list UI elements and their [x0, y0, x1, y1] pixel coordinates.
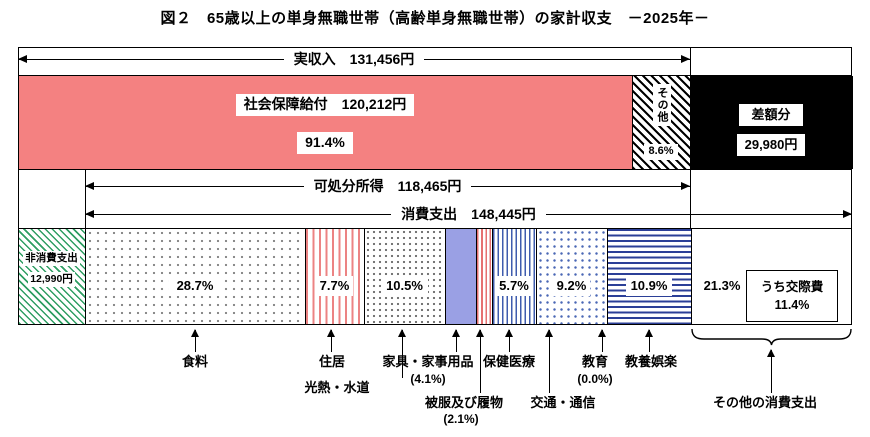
transport-pct-row: 9.2% — [536, 276, 607, 297]
caption-food: 食料 — [181, 354, 208, 369]
income-span-label: 実収入 131,456円 — [283, 51, 425, 67]
utilities-pct-row: 10.5% — [364, 276, 445, 297]
non-consumption-label: 非消費支出 — [23, 251, 80, 267]
caption-furniture: 家具・家事用品 — [382, 354, 474, 369]
furniture-pointer-arrow — [452, 329, 461, 352]
social-security-label-row: 社会保障給付 120,212円 — [18, 94, 632, 116]
social-security-pct: 91.4% — [297, 132, 353, 154]
disposable-span-label-row: 可処分所得 118,465円 — [85, 178, 690, 195]
kosai-label: うち交際費 — [760, 280, 824, 294]
expenditure-span-label: 消費支出 148,445円 — [391, 206, 546, 222]
figure-title: 図２ 65歳以上の単身無職世帯（高齢単身無職世帯）の家計収支 －2025年－ — [160, 10, 710, 27]
education-pointer-arrow — [598, 329, 607, 352]
kosai-pct: 11.4% — [774, 298, 810, 312]
other-consumption-pct: 21.3% — [699, 276, 745, 295]
disposable-left-tick — [85, 170, 86, 228]
non-consumption-label-row: 非消費支出 — [18, 251, 85, 267]
expenditure-span-label-row: 消費支出 148,445円 — [85, 206, 852, 223]
social-security-pct-row: 91.4% — [18, 132, 632, 154]
food-pointer-arrow — [191, 329, 200, 352]
transport-pct: 9.2% — [552, 276, 591, 297]
deficit-label: 差額分 — [739, 104, 803, 127]
deficit-value: 29,980円 — [736, 134, 806, 157]
recreation-pct: 10.9% — [625, 276, 673, 297]
income-span-label-row: 実収入 131,456円 — [18, 51, 690, 68]
housing-pct-row: 7.7% — [305, 276, 364, 297]
medical-pointer-arrow — [505, 329, 514, 352]
segment-social-security — [19, 76, 633, 169]
medical-pct-row: 5.7% — [492, 276, 536, 297]
other-consumption-pointer-arrow — [767, 349, 776, 393]
segment-furniture — [446, 229, 477, 324]
housing-pointer-arrow — [327, 329, 336, 352]
recreation-pct-row: 10.9% — [607, 276, 691, 297]
kosai-box: うち交際費 11.4% — [746, 270, 838, 322]
caption-clothing-pct: (2.1%) — [443, 412, 479, 426]
other-income-pct-row: 8.6% — [632, 144, 690, 160]
recreation-pointer-arrow — [645, 329, 654, 352]
other-income-label: その他 — [653, 84, 671, 126]
income-right-tick — [690, 48, 691, 75]
caption-transport: 交通・通信 — [530, 395, 596, 410]
utilities-pointer-arrow — [398, 329, 407, 378]
other-income-pct: 8.6% — [644, 144, 678, 160]
other-consumption-brace — [691, 328, 852, 346]
caption-education: 教育 — [581, 354, 608, 369]
caption-other-consumption: その他の消費支出 — [712, 395, 817, 410]
caption-utilities: 光熱・水道 — [304, 380, 370, 395]
social-security-label: 社会保障給付 120,212円 — [235, 94, 415, 116]
non-consumption-value-row: 12,990円 — [18, 272, 85, 288]
utilities-pct: 10.5% — [381, 276, 428, 297]
other-consumption-pct-row: 21.3% — [691, 276, 753, 295]
caption-housing: 住居 — [318, 354, 345, 369]
non-consumption-value: 12,990円 — [28, 272, 75, 288]
caption-medical: 保健医療 — [482, 354, 535, 369]
caption-education-pct: (0.0%) — [577, 372, 613, 386]
caption-recreation: 教養娯楽 — [624, 354, 677, 369]
medical-pct: 5.7% — [496, 276, 532, 297]
clothing-pointer-arrow — [476, 329, 485, 393]
deficit-value-row: 29,980円 — [690, 134, 852, 157]
disposable-span-label: 可処分所得 118,465円 — [303, 178, 472, 194]
food-pct: 28.7% — [168, 276, 222, 297]
deficit-label-row: 差額分 — [690, 104, 852, 127]
housing-pct: 7.7% — [315, 276, 354, 297]
food-pct-row: 28.7% — [85, 276, 305, 297]
disposable-right-tick — [690, 170, 691, 228]
caption-clothing: 被服及び履物 — [424, 395, 503, 410]
segment-clothing — [477, 229, 493, 324]
transport-pointer-arrow — [545, 329, 554, 393]
caption-furniture-pct: (4.1%) — [410, 372, 446, 386]
segment-food — [86, 229, 306, 324]
